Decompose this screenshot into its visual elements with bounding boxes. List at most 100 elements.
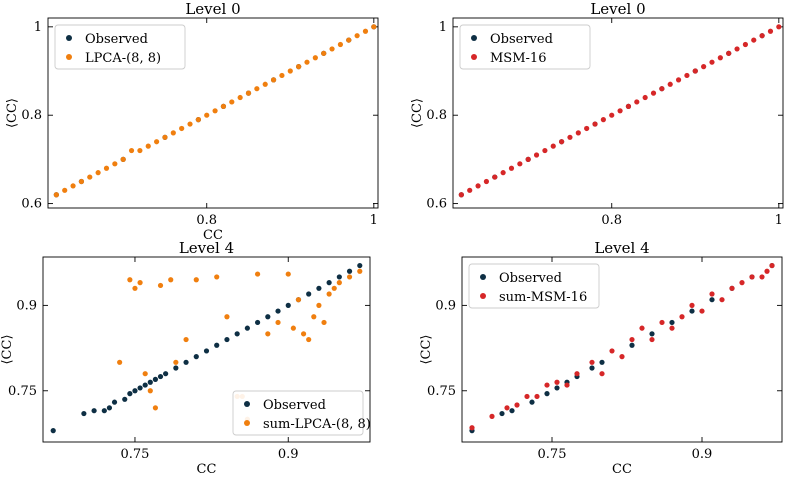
data-point <box>639 325 645 331</box>
data-point <box>295 297 302 303</box>
data-point <box>316 302 322 308</box>
data-point <box>157 373 164 380</box>
data-point <box>489 413 495 419</box>
y-axis-label: ⟨CC⟩ <box>410 98 425 128</box>
data-point <box>514 402 520 408</box>
data-point <box>163 371 169 377</box>
data-point <box>245 90 252 96</box>
data-point <box>275 308 281 314</box>
legend-label: Observed <box>499 271 562 286</box>
y-tick-label: 0.6 <box>426 197 447 212</box>
legend: Observed sum-MSM-16 <box>468 263 600 309</box>
data-point <box>634 99 640 105</box>
data-point <box>321 50 327 56</box>
data-point <box>290 325 296 331</box>
data-point <box>117 359 123 365</box>
data-point <box>684 72 690 79</box>
data-point <box>142 371 148 377</box>
data-point <box>187 121 193 127</box>
data-point <box>306 291 312 297</box>
x-tick-label: 0.75 <box>538 447 567 462</box>
data-point <box>769 262 775 269</box>
data-point <box>649 336 655 343</box>
data-point <box>87 174 93 180</box>
data-point <box>617 108 623 114</box>
data-point <box>544 391 550 397</box>
data-point <box>574 371 580 377</box>
data-point <box>764 268 770 274</box>
data-point <box>287 68 293 74</box>
data-point <box>183 359 189 365</box>
data-point <box>679 314 685 320</box>
data-point <box>592 121 598 127</box>
data-point <box>204 112 210 118</box>
chart-title: Level 4 <box>179 239 234 257</box>
legend-label: Observed <box>263 398 326 413</box>
data-point <box>675 77 682 83</box>
data-point <box>749 274 755 280</box>
plot-frame <box>42 256 371 443</box>
legend: Observed MSM-16 <box>459 24 591 70</box>
data-point <box>103 165 110 171</box>
data-point <box>316 285 322 291</box>
series-sum-msm-16 <box>469 262 775 431</box>
data-point <box>469 425 475 431</box>
plot-frame <box>452 17 784 209</box>
data-point <box>137 147 143 154</box>
data-point <box>589 365 595 371</box>
data-point <box>509 408 515 414</box>
x-tick-label: 0.8 <box>196 213 217 228</box>
data-point <box>195 117 201 123</box>
data-point <box>147 388 153 394</box>
data-point <box>734 46 740 52</box>
data-point <box>270 77 277 83</box>
data-point <box>726 50 732 56</box>
data-point <box>262 81 268 87</box>
y-tick-label: 0.9 <box>435 298 456 313</box>
legend-box <box>232 390 364 436</box>
data-point <box>296 64 302 70</box>
data-point <box>346 268 353 274</box>
y-tick-label: 1 <box>34 20 42 35</box>
x-tick-label: 0.9 <box>692 447 713 462</box>
data-point <box>599 371 605 377</box>
y-axis-label: ⟨CC⟩ <box>419 334 434 364</box>
x-tick-label: 0.75 <box>120 447 149 462</box>
chart-level0-lpca: Level 0 0.8 1 0.6 0.8 1 CC ⟨CC⟩ Observed LPCA-(8,… <box>5 0 379 243</box>
data-point <box>337 41 344 48</box>
data-point <box>458 192 464 198</box>
data-point <box>524 393 530 400</box>
data-point <box>767 28 774 34</box>
data-point <box>739 280 745 286</box>
x-tick-label: 0.8 <box>601 213 622 228</box>
data-point <box>214 342 220 348</box>
data-point <box>362 28 369 34</box>
legend: Observed sum-LPCA-(8, 8) <box>232 390 371 436</box>
data-point <box>147 379 153 385</box>
series-msm-16 <box>458 24 782 198</box>
chart-title: Level 0 <box>185 0 240 18</box>
y-tick-label: 1 <box>439 20 447 35</box>
data-point <box>609 348 615 354</box>
data-point <box>600 117 606 123</box>
data-point <box>667 81 673 87</box>
data-point <box>234 331 240 337</box>
data-point <box>609 112 615 118</box>
data-point <box>193 354 199 360</box>
data-point <box>237 94 243 101</box>
data-point <box>584 125 590 132</box>
data-point <box>91 408 97 414</box>
data-point <box>120 156 126 162</box>
data-point <box>212 108 218 114</box>
x-axis-label: CC <box>197 462 217 477</box>
data-point <box>306 336 312 343</box>
data-point <box>550 143 556 149</box>
data-point <box>214 274 220 280</box>
data-point <box>50 428 56 434</box>
data-point <box>542 147 548 154</box>
data-point <box>346 274 353 280</box>
x-tick-label: 1 <box>370 213 378 228</box>
y-tick-label: 0.8 <box>426 108 447 123</box>
data-point <box>717 55 723 61</box>
